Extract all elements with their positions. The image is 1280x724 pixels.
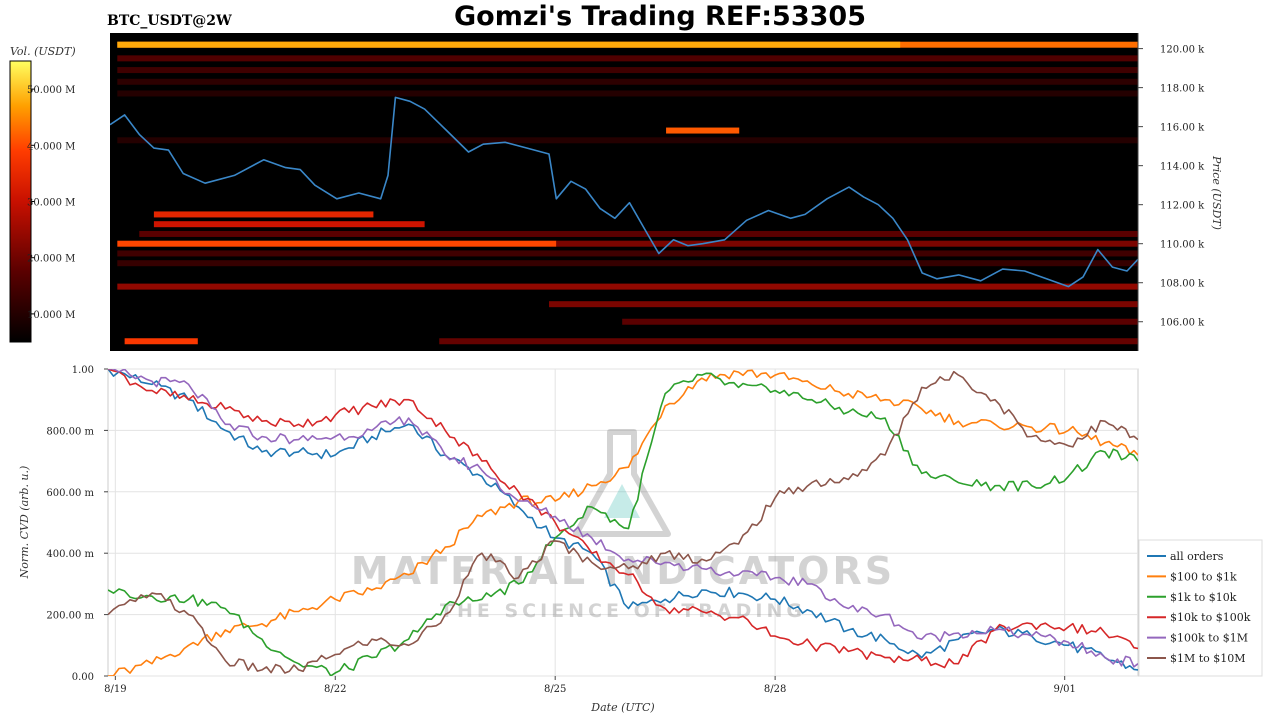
legend-box: [1138, 539, 1263, 677]
liquidity-band: [117, 78, 1138, 85]
cvd-y-tick-label: 0.00: [72, 672, 94, 683]
price-tick-label: 110.00 k: [1160, 240, 1205, 251]
liquidity-band: [153, 211, 374, 218]
liquidity-band: [117, 283, 1138, 290]
price-tick-label: 114.00 k: [1160, 162, 1205, 173]
watermark-tagline: THE SCIENCE OF TRADING: [440, 600, 806, 622]
liquidity-band: [153, 221, 425, 228]
liquidity-band: [117, 90, 1138, 97]
price-tick-label: 118.00 k: [1160, 84, 1205, 95]
liquidity-band: [117, 137, 1138, 144]
liquidity-band: [549, 301, 1138, 308]
cvd-x-axis-title: Date (UTC): [590, 701, 654, 714]
liquidity-band: [117, 55, 1138, 62]
liquidity-band: [139, 230, 1138, 237]
colorbar-tick-label: 20.000 M: [27, 254, 75, 265]
liquidity-band: [117, 41, 901, 48]
price-tick-label: 116.00 k: [1160, 123, 1205, 134]
liquidity-band: [117, 250, 1138, 257]
cvd-plot-area: [107, 368, 1139, 677]
price-axis-title: Price (USDT): [1210, 155, 1223, 230]
colorbar-title: Vol. (USDT): [10, 45, 76, 58]
cvd-x-tick-label: 9/01: [1053, 684, 1075, 695]
cvd-series-line: [108, 370, 1138, 674]
liquidity-band: [556, 240, 1138, 247]
liquidity-band: [117, 67, 1138, 74]
price-line: [110, 96, 1138, 288]
liquidity-band: [117, 260, 1138, 267]
cvd-series-line: [108, 372, 1138, 676]
pair-label: BTC_USDT@2W: [107, 13, 232, 29]
liquidity-band: [117, 240, 557, 247]
cvd-series-line: [108, 369, 1138, 668]
cvd-y-tick-label: 600.00 m: [46, 488, 94, 499]
legend-entry: $1k to $10k: [1170, 591, 1237, 604]
cvd-y-tick-label: 400.00 m: [46, 549, 94, 560]
colorbar-tick-label: 40.000 M: [27, 141, 75, 152]
chart-title: Gomzi's Trading REF:53305: [454, 1, 866, 32]
legend-entry: all orders: [1170, 550, 1224, 563]
colorbar-tick-label: 10.000 M: [27, 310, 75, 321]
legend-entry: $10k to $100k: [1170, 611, 1251, 624]
cvd-x-tick-label: 8/25: [544, 684, 566, 695]
watermark: MATERIAL INDICATORS THE SCIENCE OF TRADI…: [351, 429, 895, 622]
liquidity-band: [622, 318, 1138, 325]
cvd-y-tick-label: 200.00 m: [46, 611, 94, 622]
cvd-x-tick-label: 8/19: [104, 684, 126, 695]
price-tick-label: 106.00 k: [1160, 318, 1205, 329]
liquidity-band: [124, 338, 198, 345]
price-tick-label: 112.00 k: [1160, 201, 1205, 212]
cvd-y-tick-label: 1.00: [72, 365, 94, 376]
legend-entry: $100 to $1k: [1170, 570, 1237, 583]
cvd-series-line: [108, 369, 1138, 676]
flask-icon: [573, 429, 671, 537]
liquidity-band: [439, 338, 1138, 345]
heatmap-background: [110, 33, 1138, 351]
price-tick-label: 108.00 k: [1160, 279, 1205, 290]
cvd-y-axis-title: Norm. CVD (arb. u.): [18, 466, 31, 580]
legend-entry: $100k to $1M: [1170, 632, 1248, 645]
liquidity-band: [666, 127, 740, 134]
colorbar-tick-label: 50.000 M: [27, 85, 75, 96]
cvd-x-tick-label: 8/22: [324, 684, 346, 695]
colorbar-tick-label: 30.000 M: [27, 198, 75, 209]
price-tick-label: 120.00 k: [1160, 45, 1205, 56]
watermark-brand: MATERIAL INDICATORS: [351, 549, 895, 593]
legend-entry: $1M to $10M: [1170, 652, 1246, 665]
cvd-y-tick-label: 800.00 m: [46, 426, 94, 437]
cvd-x-tick-label: 8/28: [764, 684, 786, 695]
cvd-series-line: [108, 369, 1138, 669]
